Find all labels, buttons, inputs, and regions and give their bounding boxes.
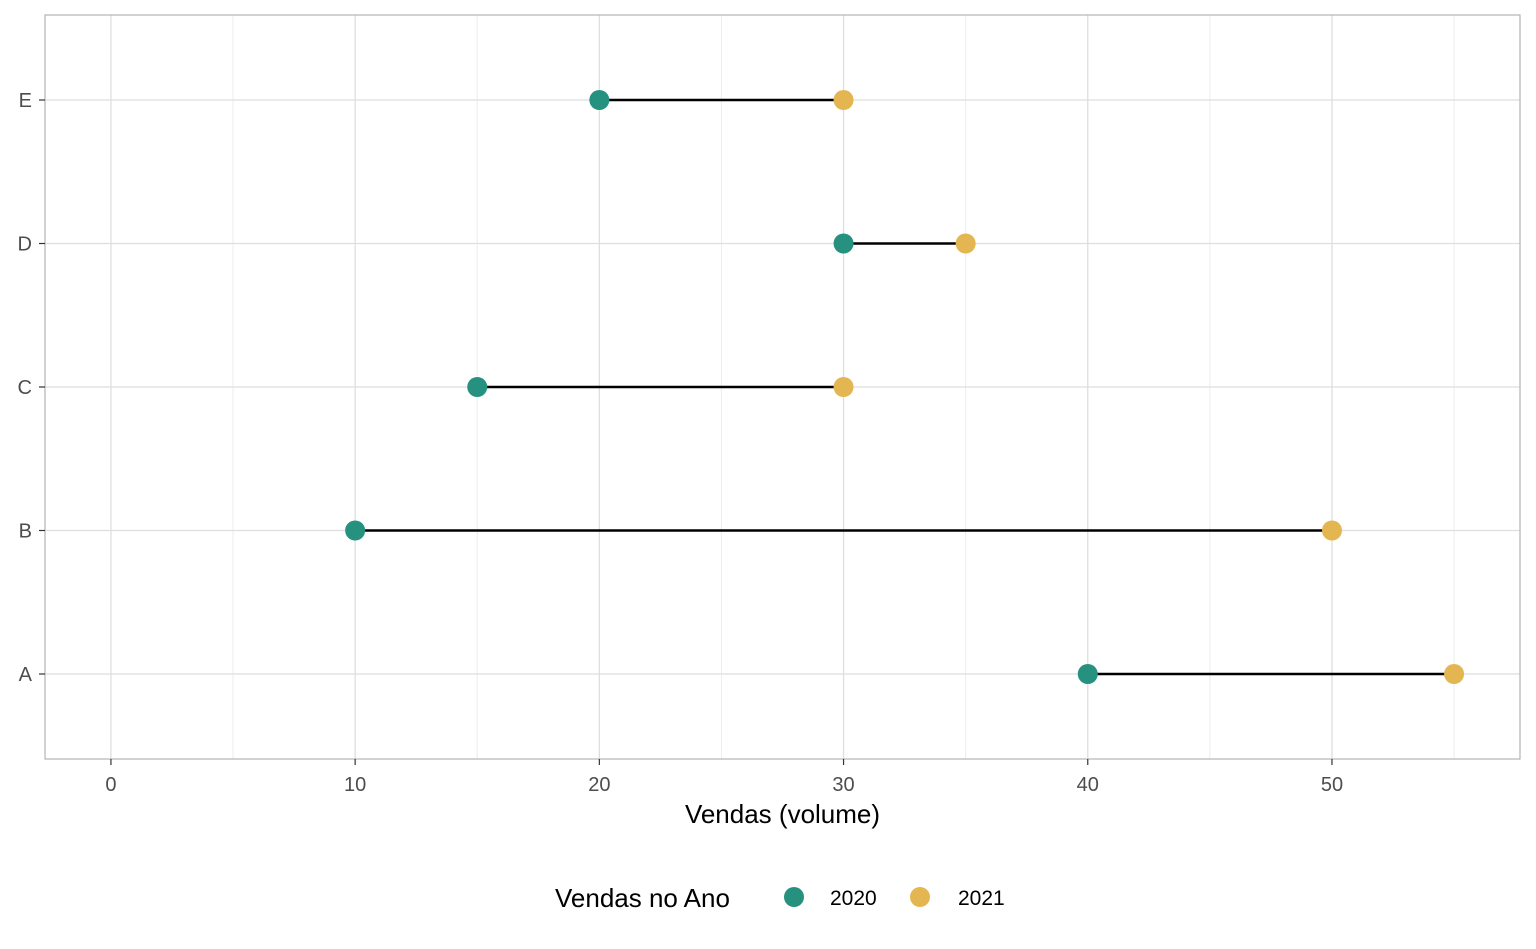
legend-key-2020: [784, 887, 804, 907]
point-2021-b: [1321, 520, 1342, 541]
x-tick-label: 10: [344, 774, 366, 796]
point-2020-d: [833, 233, 854, 254]
x-axis: 0 10 20 30 40 50: [105, 759, 1343, 796]
point-2020-c: [467, 377, 488, 397]
legend-label-2021: 2021: [958, 887, 1005, 910]
y-axis: A B C D E: [18, 90, 45, 686]
x-tick-label: 50: [1321, 774, 1343, 796]
point-2021-e: [833, 90, 854, 110]
y-tick-label: D: [18, 234, 32, 256]
legend-label-2020: 2020: [830, 887, 877, 910]
point-2020-e: [589, 90, 610, 110]
y-tick-label: B: [19, 521, 32, 543]
x-axis-title: Vendas (volume): [685, 799, 880, 829]
dumbbell-segments: [355, 98, 1455, 676]
x-tick-label: 0: [105, 774, 116, 796]
point-2021-a: [1444, 664, 1465, 684]
y-tick-label: E: [19, 90, 32, 112]
point-2021-c: [833, 377, 854, 397]
y-tick-label: A: [19, 664, 33, 686]
y-tick-label: C: [18, 377, 32, 399]
legend-title: Vendas no Ano: [555, 883, 730, 913]
legend: Vendas no Ano 2020 2021: [555, 883, 1005, 913]
x-tick-label: 20: [588, 774, 610, 796]
legend-key-2021: [910, 887, 930, 907]
x-tick-label: 30: [832, 774, 854, 796]
point-2020-b: [345, 520, 366, 541]
x-tick-label: 40: [1077, 774, 1099, 796]
point-2021-d: [955, 233, 976, 254]
point-2020-a: [1077, 664, 1098, 684]
dumbbell-points: [345, 90, 1465, 684]
